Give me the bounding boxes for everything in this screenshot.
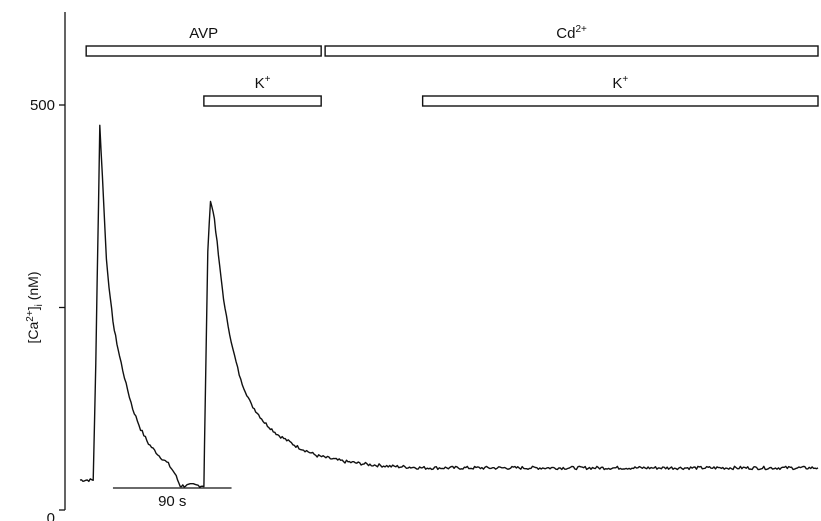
- calcium-trace-line: [79, 124, 819, 488]
- calcium-series: [79, 124, 819, 488]
- application-bar-label: K+: [612, 74, 628, 92]
- scale-bar-label: 90 s: [158, 493, 186, 510]
- application-bar: [421, 95, 819, 107]
- y-ticks: 0 500: [30, 97, 65, 521]
- application-bars: AVP Cd2+ K+ K+: [85, 24, 819, 107]
- application-bar: [203, 95, 322, 107]
- application-bar-label: AVP: [189, 25, 218, 42]
- application-bar: [324, 45, 819, 57]
- application-bar-label: K+: [255, 74, 271, 92]
- y-tick-label: 0: [47, 510, 55, 521]
- y-tick-label: 500: [30, 97, 55, 114]
- y-axis-label: [Ca2+]i (nM): [25, 272, 45, 344]
- time-scale-bar: 90 s: [112, 487, 232, 510]
- y-axis: 0 500 [Ca2+]i (nM): [25, 12, 66, 521]
- application-bar-label: Cd2+: [556, 24, 587, 42]
- application-bar: [85, 45, 322, 57]
